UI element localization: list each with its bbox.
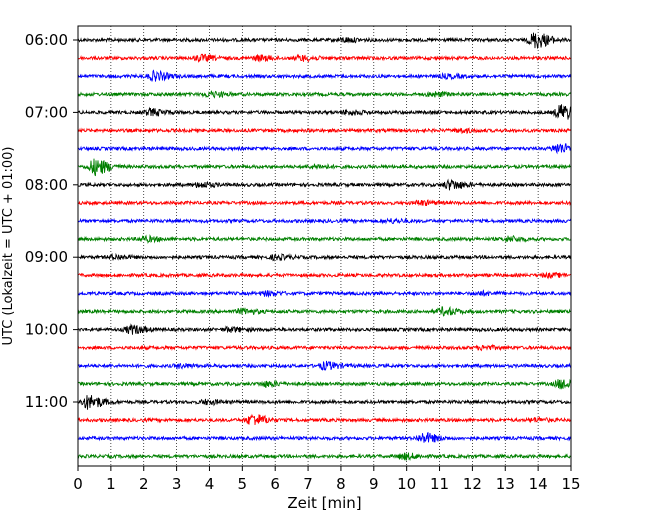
x-axis: 0 1 2 3 4 5 6 7 8 9 10 11 12 13 14 15 xyxy=(73,466,581,493)
x-tick-label: 8 xyxy=(336,475,346,493)
x-tick-label: 3 xyxy=(172,475,182,493)
seismogram-trace-0800 xyxy=(77,178,572,191)
x-tick-label: 10 xyxy=(397,475,416,493)
trace-group xyxy=(77,32,572,462)
x-tick-label: 9 xyxy=(369,475,379,493)
y-axis: 06:00 07:00 08:00 09:00 10:00 11:00 xyxy=(25,31,78,411)
seismogram-trace-1115 xyxy=(77,413,572,426)
x-tick-label: 4 xyxy=(205,475,215,493)
seismogram-trace-0645 xyxy=(77,90,572,99)
x-tick-label: 15 xyxy=(561,475,580,493)
x-tick-label: 13 xyxy=(496,475,515,493)
seismogram-trace-0730 xyxy=(77,143,572,155)
y-tick-label: 08:00 xyxy=(25,176,68,194)
seismogram-trace-0945 xyxy=(77,305,572,317)
seismogram-trace-0930 xyxy=(77,289,572,299)
seismogram-trace-0630 xyxy=(77,69,572,82)
x-axis-label: Zeit [min] xyxy=(287,494,361,512)
grid-lines xyxy=(110,26,539,466)
seismogram-trace-0715 xyxy=(77,126,572,135)
seismogram-trace-0700 xyxy=(77,104,572,120)
seismogram-trace-0615 xyxy=(77,53,572,64)
x-tick-label: 0 xyxy=(73,475,83,493)
x-tick-label: 7 xyxy=(303,475,313,493)
seismogram-trace-0815 xyxy=(77,199,572,207)
seismogram-trace-0845 xyxy=(77,234,572,244)
seismogram-trace-1145 xyxy=(77,452,572,462)
seismogram-trace-0900 xyxy=(77,252,572,262)
x-tick-label: 12 xyxy=(463,475,482,493)
y-tick-label: 10:00 xyxy=(25,321,68,339)
y-tick-label: 09:00 xyxy=(25,248,68,266)
seismogram-trace-1000 xyxy=(77,323,572,335)
seismogram-trace-0830 xyxy=(77,217,572,225)
seismogram-trace-0600 xyxy=(77,32,571,50)
x-tick-label: 14 xyxy=(529,475,548,493)
x-tick-label: 2 xyxy=(139,475,149,493)
seismogram-trace-1100 xyxy=(77,395,572,410)
x-tick-label: 5 xyxy=(238,475,248,493)
seismogram-trace-0745 xyxy=(77,158,572,177)
x-tick-label: 6 xyxy=(270,475,280,493)
x-tick-label: 11 xyxy=(430,475,449,493)
y-tick-label: 06:00 xyxy=(25,31,68,49)
seismogram-trace-1045 xyxy=(77,378,572,390)
seismogram-trace-0915 xyxy=(77,271,572,280)
x-tick-label: 1 xyxy=(106,475,116,493)
seismogram-trace-1030 xyxy=(77,360,572,371)
seismogram-trace-1130 xyxy=(77,431,572,443)
plot-frame xyxy=(77,25,572,467)
y-axis-label: UTC (Lokalzeit = UTC + 01:00) xyxy=(1,147,16,346)
y-tick-label: 11:00 xyxy=(25,393,68,411)
seismogram-trace-1015 xyxy=(77,343,572,352)
y-tick-label: 07:00 xyxy=(25,103,68,121)
